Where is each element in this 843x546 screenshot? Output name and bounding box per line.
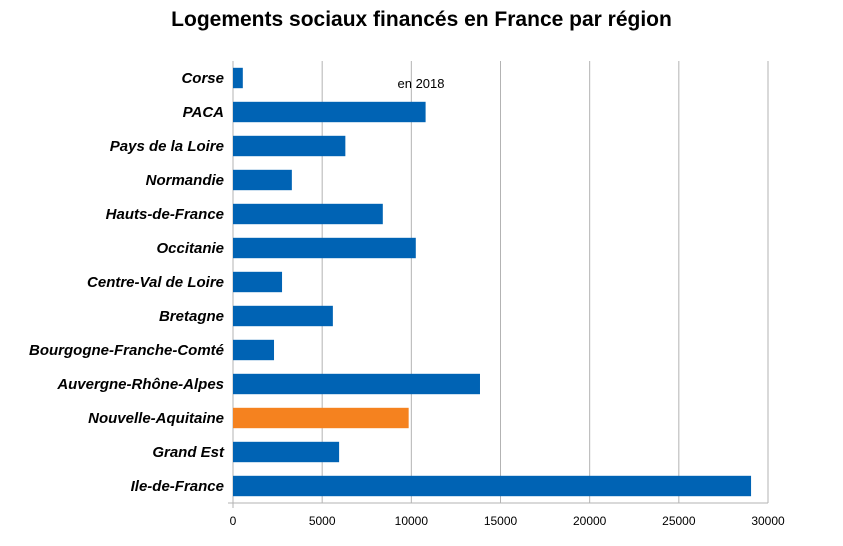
category-labels: Corse PACA Pays de la Loire Normandie Hauts-…	[29, 70, 225, 495]
category-label: Grand Est	[152, 444, 225, 461]
x-axis-ticks: 0 5000 10000 15000 20000 25000 30000	[230, 514, 785, 528]
bar	[233, 101, 426, 123]
bar	[233, 135, 346, 157]
bar	[233, 407, 409, 429]
bar	[233, 475, 752, 497]
x-tick-label: 15000	[484, 514, 518, 528]
x-tick-label: 20000	[573, 514, 607, 528]
bar	[233, 67, 243, 89]
category-label: Bretagne	[159, 308, 224, 325]
x-tick-label: 5000	[309, 514, 336, 528]
gridlines	[228, 61, 769, 508]
category-label: Pays de la Loire	[110, 138, 224, 155]
category-label: Nouvelle-Aquitaine	[88, 410, 224, 427]
bar	[233, 203, 383, 225]
category-label: Normandie	[146, 172, 224, 189]
category-label: Bourgogne-Franche-Comté	[29, 342, 224, 359]
category-label: Corse	[181, 70, 224, 87]
bar	[233, 339, 275, 361]
bar	[233, 441, 340, 463]
x-tick-label: 0	[230, 514, 237, 528]
x-tick-label: 25000	[662, 514, 696, 528]
x-tick-label: 30000	[751, 514, 785, 528]
category-label: Centre-Val de Loire	[87, 274, 224, 291]
x-tick-label: 10000	[395, 514, 429, 528]
category-label: Occitanie	[156, 240, 224, 257]
bars	[233, 67, 752, 497]
chart-title: Logements sociaux financés en France par…	[171, 8, 672, 31]
bar	[233, 373, 480, 395]
category-label: PACA	[183, 104, 224, 121]
chart-subtitle: en 2018	[398, 76, 445, 91]
bar	[233, 237, 416, 259]
bar	[233, 305, 333, 327]
bar	[233, 169, 292, 191]
bar	[233, 271, 283, 293]
category-label: Auvergne-Rhône-Alpes	[56, 376, 224, 393]
category-label: Ile-de-France	[131, 478, 224, 495]
category-label: Hauts-de-France	[106, 206, 224, 223]
